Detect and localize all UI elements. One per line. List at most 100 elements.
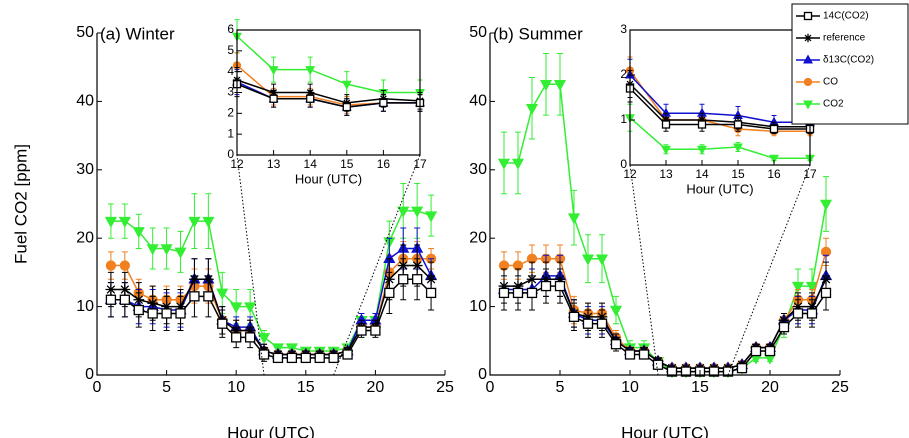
data-point (539, 80, 553, 92)
series-line (629, 74, 810, 123)
data-point (581, 254, 595, 266)
data-point (341, 80, 352, 90)
data-point (119, 294, 130, 305)
data-point (512, 287, 524, 299)
x-tick-label: 20 (367, 379, 385, 396)
data-point (230, 302, 243, 314)
series-line (504, 278, 827, 369)
legend-label: CO2 (823, 99, 844, 110)
data-point (666, 366, 678, 377)
data-point (736, 363, 748, 374)
data-point (379, 98, 388, 108)
data-point (257, 333, 271, 345)
y-tick-label: 1 (620, 112, 627, 126)
y-tick-label: 0 (227, 147, 234, 161)
series-line (629, 83, 810, 128)
x-tick-label: 5 (556, 379, 565, 396)
x-tick-label: 16 (767, 167, 781, 181)
series-line (629, 117, 810, 159)
data-point (231, 332, 242, 343)
data-point (132, 227, 145, 239)
y-tick-label: 10 (76, 298, 94, 315)
y-tick-label: 30 (469, 161, 487, 178)
data-point (553, 80, 567, 92)
x-tick-label: 25 (831, 379, 849, 396)
data-point (526, 287, 538, 299)
data-point (370, 325, 381, 336)
y-tick-label: 0 (620, 157, 627, 171)
data-point (750, 345, 762, 357)
x-tick-label: 16 (377, 157, 391, 171)
data-point (146, 244, 159, 256)
data-point (819, 199, 833, 211)
y-tick-label: 3 (620, 22, 627, 36)
data-point (305, 66, 316, 76)
y-tick-label: 50 (76, 24, 94, 41)
x-tick-label: 12 (623, 167, 637, 181)
data-point (268, 66, 279, 76)
data-point (188, 216, 201, 228)
data-point (306, 94, 315, 103)
x-tick-label: 10 (621, 379, 639, 396)
x-tick-label: 13 (659, 167, 673, 181)
data-point (769, 124, 779, 134)
legend-label: 14C(CO2) (823, 11, 869, 22)
data-point (104, 216, 117, 228)
y-tick-label: 1 (227, 126, 234, 140)
data-point (118, 216, 131, 228)
y-tick-label: 4 (227, 64, 234, 78)
series-line (236, 35, 420, 94)
inset-background (630, 30, 810, 165)
data-point (398, 274, 409, 285)
data-point (314, 352, 325, 364)
y-tick-label: 40 (76, 93, 94, 110)
x-tick-label: 20 (761, 379, 779, 396)
data-point (258, 349, 270, 360)
y-tick-label: 40 (469, 93, 487, 110)
series-line (110, 278, 432, 359)
data-point (119, 260, 130, 271)
data-point (217, 318, 228, 329)
data-point (791, 281, 805, 293)
data-point (697, 145, 707, 155)
data-point (147, 308, 158, 319)
y-tick-label: 0 (85, 366, 94, 383)
data-point (412, 274, 423, 285)
zoom-connector (236, 154, 421, 376)
data-point (582, 318, 594, 329)
data-point (342, 349, 353, 360)
data-point (567, 213, 581, 225)
y-tick-label: 50 (469, 24, 487, 41)
data-point (661, 145, 671, 155)
data-point (203, 291, 214, 302)
data-point (652, 359, 664, 370)
panel-title: (b) Summer (493, 24, 583, 43)
data-point (189, 291, 200, 302)
y-tick-label: 3 (227, 85, 234, 99)
x-tick-label: 15 (731, 167, 745, 181)
data-point (610, 339, 622, 350)
panel-title: (a) Winter (100, 24, 175, 43)
y-tick-label: 5 (227, 43, 234, 57)
y-tick-label: 10 (469, 298, 487, 315)
x-tick-label: 14 (695, 167, 709, 181)
x-axis-label: Hour (UTC) (621, 424, 709, 438)
data-point (624, 349, 636, 360)
data-point (722, 366, 734, 377)
series-line (236, 83, 420, 108)
y-tick-label: 20 (76, 229, 94, 246)
data-point (498, 287, 510, 299)
data-point (733, 143, 743, 153)
y-axis-label: Fuel CO2 [ppm] (11, 144, 30, 264)
data-point (820, 287, 832, 299)
data-point (596, 318, 608, 329)
x-tick-label: 12 (230, 157, 244, 171)
data-point (803, 33, 813, 43)
y-tick-label: 6 (227, 22, 234, 36)
x-axis-label: Hour (UTC) (686, 182, 753, 197)
zoom-connector (629, 164, 811, 376)
data-point (769, 154, 779, 164)
x-tick-label: 15 (340, 157, 354, 171)
y-tick-label: 2 (620, 67, 627, 81)
